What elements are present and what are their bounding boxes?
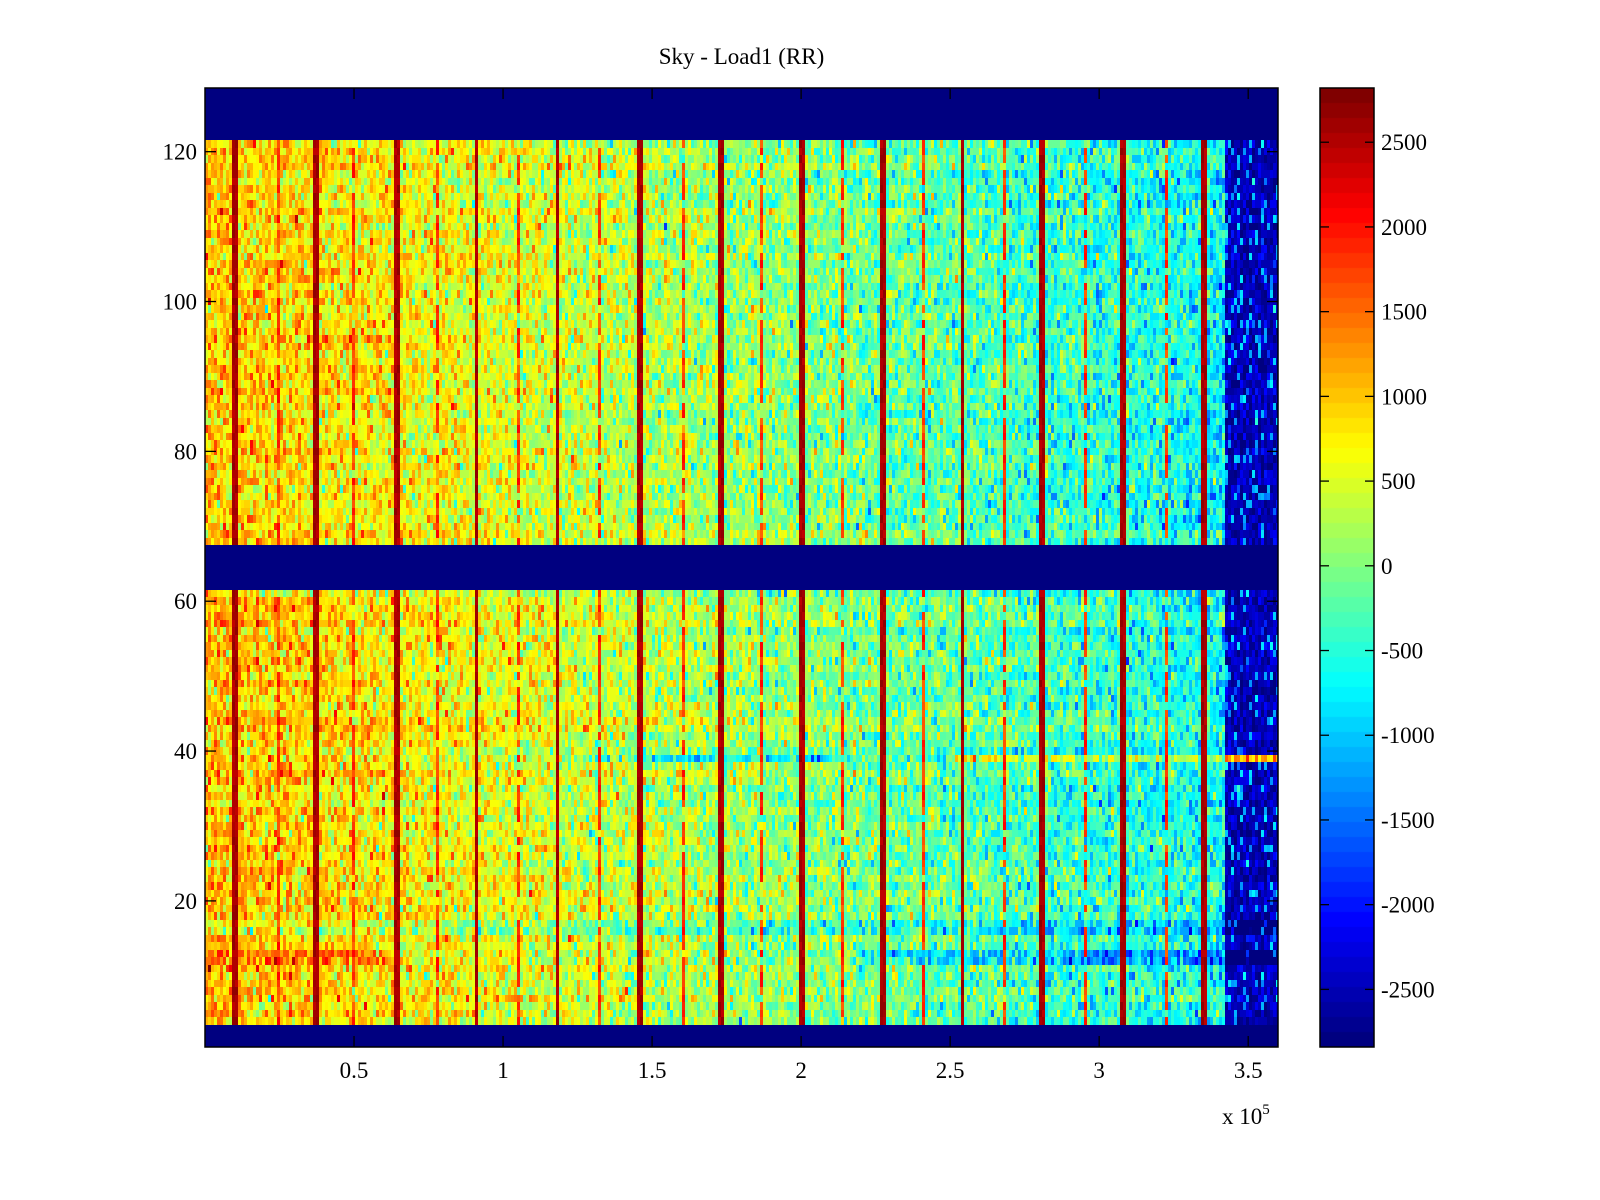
colorbar-frame	[1319, 87, 1375, 1048]
y-tick-label: 100	[163, 290, 198, 315]
colorbar-tick-label: 1000	[1381, 384, 1427, 409]
x-tick-label: 1.5	[638, 1058, 667, 1083]
x-tick-label: 3	[1093, 1058, 1105, 1083]
heatmap-image	[205, 88, 1278, 1047]
colorbar-tick-label: 1500	[1381, 300, 1427, 325]
x-tick-label: 2.5	[936, 1058, 965, 1083]
colorbar-tick-label: -1500	[1381, 808, 1435, 833]
colorbar-tick-label: 2500	[1381, 130, 1427, 155]
colorbar-image	[1320, 88, 1374, 1047]
y-tick-label: 120	[163, 140, 198, 165]
x-exponent-power: 5	[1262, 1102, 1270, 1118]
colorbar-tick-label: 500	[1381, 469, 1416, 494]
colorbar-tick-label: -2500	[1381, 977, 1435, 1002]
x-tick-label: 1	[497, 1058, 509, 1083]
y-axis-ticks: 20 40 60 80 100 120	[163, 140, 1278, 914]
colorbar-tick-label: -2000	[1381, 893, 1435, 918]
colorbar-ticks: 2500 2000 1500 1000 500 0 -500 -1000 -1500 -2000 -…	[1320, 130, 1435, 1002]
y-tick-label: 40	[174, 739, 197, 764]
x-tick-label: 3.5	[1234, 1058, 1263, 1083]
colorbar-tick-label: -1000	[1381, 723, 1435, 748]
x-exponent-label: x 105	[1222, 1102, 1270, 1129]
plot-frame	[204, 87, 1279, 1048]
y-tick-label: 80	[174, 439, 197, 464]
y-tick-label: 60	[174, 589, 197, 614]
x-tick-label: 0.5	[340, 1058, 369, 1083]
chart-title: Sky - Load1 (RR)	[658, 44, 825, 69]
colorbar-tick-label: -500	[1381, 639, 1423, 664]
x-axis-ticks: 0.5 1 1.5 2 2.5 3 3.5	[340, 88, 1263, 1083]
colorbar-tick-label: 0	[1381, 554, 1393, 579]
x-tick-label: 2	[795, 1058, 807, 1083]
colorbar-tick-label: 2000	[1381, 215, 1427, 240]
y-tick-label: 20	[174, 889, 197, 914]
